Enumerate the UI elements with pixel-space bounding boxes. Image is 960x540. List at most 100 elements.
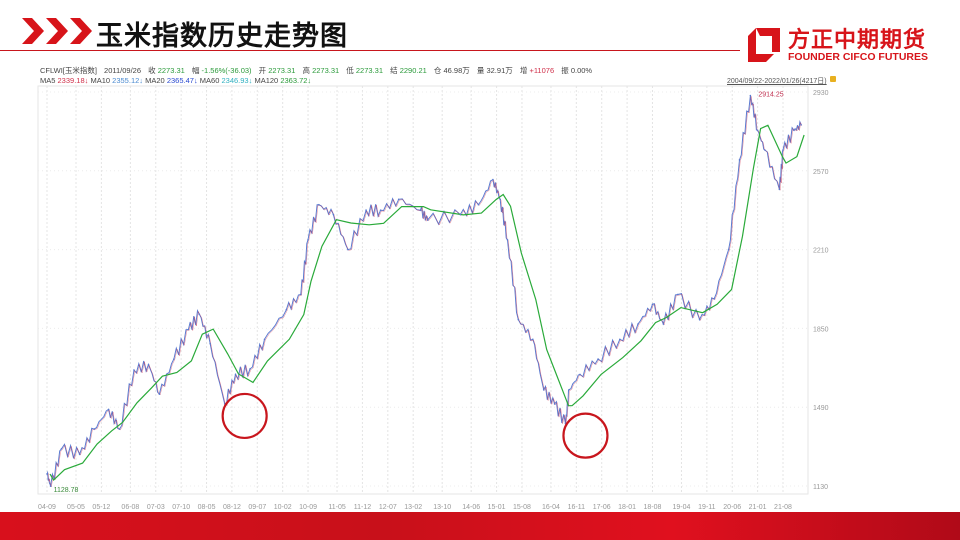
- data-point: [662, 323, 665, 325]
- min-label: 1128.78: [54, 487, 79, 494]
- data-point: [419, 209, 422, 211]
- ma10-value: 2355.12↓: [112, 76, 144, 85]
- low-label: 低: [346, 66, 354, 75]
- x-tick-label: 15-01: [488, 504, 506, 511]
- data-point: [698, 318, 701, 321]
- data-point: [379, 209, 382, 211]
- ma120-label: MA120: [254, 76, 279, 85]
- data-point: [209, 342, 211, 345]
- price-candles: [47, 96, 803, 488]
- data-point: [107, 408, 110, 411]
- data-point: [597, 358, 599, 360]
- x-tick-label: 08-12: [223, 504, 241, 511]
- price-chart: 04-09 05-05 05-12 06-08 07-03 07-10 08-05 08-12…: [37, 85, 829, 511]
- y-tick-label: 1490: [813, 405, 829, 412]
- data-point: [778, 188, 781, 191]
- data-point: [318, 203, 320, 206]
- data-point: [299, 293, 302, 296]
- data-point: [637, 323, 639, 325]
- data-point: [727, 248, 730, 251]
- data-point: [158, 393, 161, 395]
- high-value: 2273.31: [312, 66, 340, 75]
- data-point: [517, 318, 520, 321]
- vol-value: 32.91万: [486, 66, 513, 75]
- data-point: [397, 198, 400, 201]
- ma5-label: MA5: [40, 76, 56, 85]
- inc-label: 增: [519, 66, 528, 75]
- logo-text-cn: 方正中期期货: [788, 28, 927, 53]
- quote-bar: CFLWI[玉米指数] 2011/09/26 收 2273.31 幅 -1.56…: [40, 65, 597, 76]
- ma120-value: 2363.72↓: [280, 76, 312, 85]
- data-point: [285, 308, 288, 311]
- footer-bar: [0, 512, 960, 540]
- x-tick-label: 07-10: [172, 504, 190, 511]
- data-point: [568, 388, 570, 391]
- data-point: [459, 213, 462, 216]
- x-tick-label: 10-02: [274, 504, 292, 511]
- data-point: [173, 358, 175, 360]
- data-point: [800, 124, 802, 126]
- quote-date: 2011/09/26: [104, 66, 142, 75]
- data-point: [234, 373, 237, 376]
- data-point: [651, 303, 654, 306]
- chevron-icon: [70, 18, 92, 44]
- y-tick-label: 2210: [813, 248, 829, 255]
- logo-text-en: FOUNDER CIFCO FUTURES: [788, 51, 928, 63]
- data-point: [738, 159, 741, 161]
- x-tick-label: 05-12: [92, 504, 110, 511]
- data-point: [426, 219, 429, 221]
- founder-logo-icon: [748, 28, 780, 62]
- data-point: [619, 338, 621, 341]
- data-point: [78, 453, 81, 456]
- x-tick-label: 13-02: [404, 504, 422, 511]
- data-point: [749, 94, 752, 97]
- data-point: [187, 328, 190, 331]
- data-point: [365, 209, 367, 211]
- ma20-label: MA20: [145, 76, 165, 85]
- x-tick-label: 21-08: [774, 504, 792, 511]
- data-point: [263, 338, 266, 341]
- data-point: [49, 485, 52, 488]
- data-point: [756, 129, 759, 132]
- x-tick-label: 13-10: [433, 504, 451, 511]
- data-point: [147, 363, 150, 366]
- ma10-label: MA10: [90, 76, 111, 85]
- x-tick-label: 14-06: [462, 504, 480, 511]
- x-tick-label: 20-06: [723, 504, 741, 511]
- x-tick-label: 21-01: [749, 504, 767, 511]
- chevron-icon: [46, 18, 68, 44]
- y-tick-label: 1850: [813, 326, 829, 333]
- data-point: [499, 198, 502, 201]
- chevron-icon: [22, 18, 44, 44]
- data-point: [793, 129, 795, 132]
- open-label: 开: [258, 66, 267, 75]
- lock-icon[interactable]: [830, 76, 836, 82]
- data-point: [506, 238, 509, 241]
- y-tick-label: 2930: [813, 90, 829, 97]
- x-tick-label: 11-12: [354, 504, 371, 511]
- y-tick-label: 2570: [813, 169, 829, 176]
- data-point: [713, 298, 715, 300]
- x-tick-label: 17-06: [593, 504, 611, 511]
- close-value: 2273.31: [157, 66, 185, 75]
- x-tick-label: 09-07: [248, 504, 266, 511]
- data-point: [249, 368, 251, 370]
- ma60-value: 2346.93↓: [221, 76, 253, 85]
- ma60-label: MA60: [199, 76, 220, 85]
- data-point: [677, 293, 679, 296]
- amp-label: 振: [561, 66, 569, 75]
- ma5-value: 2339.18↓: [57, 76, 89, 85]
- x-tick-label: 06-08: [121, 504, 139, 511]
- max-label: 2914.25: [758, 92, 783, 99]
- x-tick-label: 11-05: [328, 504, 345, 511]
- price-line: [46, 95, 802, 487]
- ma-line: [49, 124, 805, 482]
- symbol: CFLWI[玉米指数]: [40, 66, 97, 75]
- date-range-selector[interactable]: 2004/09/22-2022/01/26(4217日): [727, 78, 827, 85]
- oi-value: 46.98万: [443, 66, 470, 75]
- open-value: 2273.31: [268, 66, 296, 75]
- data-point: [93, 428, 95, 430]
- highlight-circle: [562, 412, 609, 459]
- ma20-value: 2365.47↓: [166, 76, 198, 85]
- x-tick-label: 16-04: [542, 504, 560, 511]
